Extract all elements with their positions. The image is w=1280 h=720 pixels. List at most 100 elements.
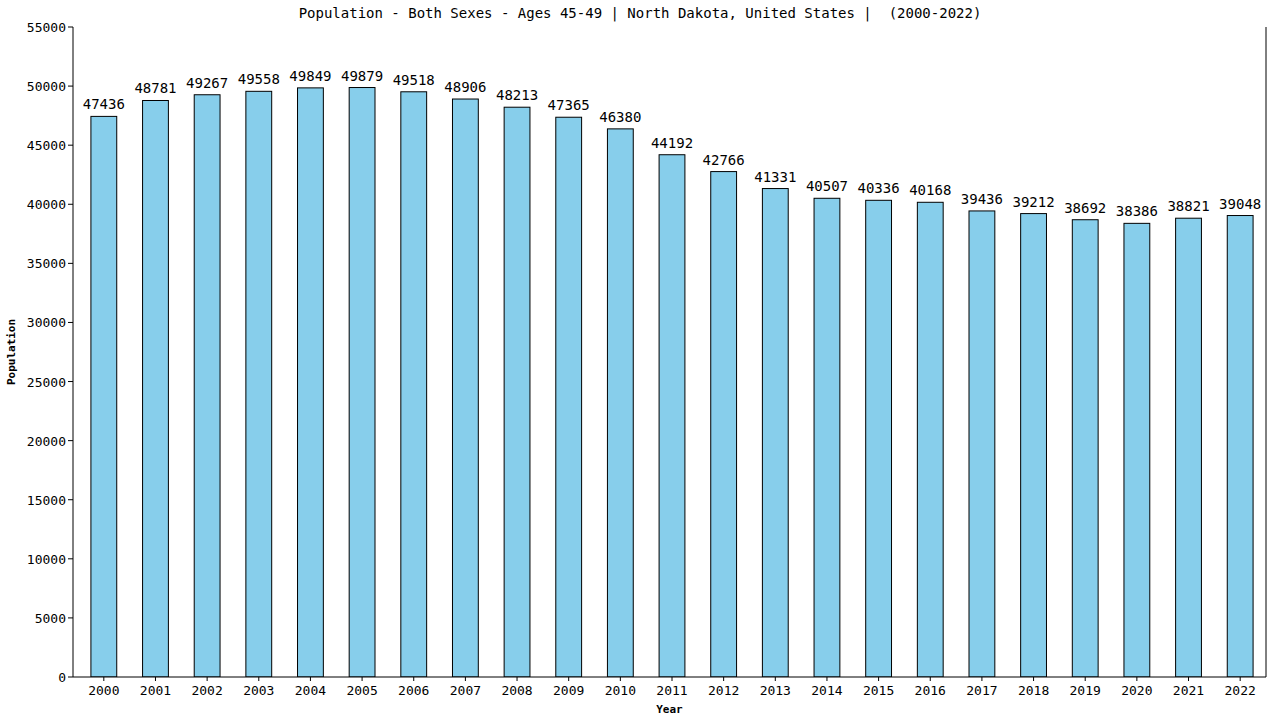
bar xyxy=(194,95,220,677)
x-tick-label: 2016 xyxy=(915,683,946,698)
x-tick-label: 2007 xyxy=(450,683,481,698)
data-label: 49267 xyxy=(186,75,228,91)
bar xyxy=(866,200,892,677)
x-tick-label: 2003 xyxy=(243,683,274,698)
bar xyxy=(917,202,943,677)
x-tick xyxy=(207,677,208,681)
x-tick xyxy=(878,677,879,681)
x-tick-label: 2002 xyxy=(191,683,222,698)
x-tick xyxy=(930,677,931,681)
x-tick xyxy=(826,677,827,681)
y-tick xyxy=(68,86,73,87)
bars xyxy=(91,88,1253,677)
y-tick-label: 30000 xyxy=(27,315,66,330)
x-tick xyxy=(258,677,259,681)
y-tick-label: 10000 xyxy=(27,552,66,567)
x-tick xyxy=(568,677,569,681)
bar xyxy=(607,129,633,677)
y-tick xyxy=(68,499,73,500)
bar xyxy=(1176,218,1202,677)
y-tick-label: 20000 xyxy=(27,434,66,449)
x-tick xyxy=(981,677,982,681)
bar xyxy=(814,198,840,677)
y-tick xyxy=(68,204,73,205)
chart: Population - Both Sexes - Ages 45-49 | N… xyxy=(0,0,1280,720)
bar xyxy=(1227,216,1253,677)
data-label: 41331 xyxy=(754,169,796,185)
y-tick-label: 35000 xyxy=(27,256,66,271)
bar xyxy=(1072,220,1098,677)
bar xyxy=(504,107,530,677)
x-tick-label: 2019 xyxy=(1070,683,1101,698)
y-tick xyxy=(68,263,73,264)
x-tick xyxy=(103,677,104,681)
x-tick-label: 2020 xyxy=(1121,683,1152,698)
y-tick xyxy=(68,617,73,618)
x-tick-label: 2015 xyxy=(863,683,894,698)
x-tick-label: 2018 xyxy=(1018,683,1049,698)
y-tick-label: 5000 xyxy=(35,611,66,626)
bar xyxy=(246,91,272,677)
data-label: 47436 xyxy=(83,96,125,112)
x-tick-label: 2000 xyxy=(88,683,119,698)
y-tick-label: 25000 xyxy=(27,375,66,390)
x-tick xyxy=(1240,677,1241,681)
x-tick-label: 2006 xyxy=(398,683,429,698)
bar xyxy=(659,155,685,677)
bar xyxy=(762,189,788,677)
bar xyxy=(711,172,737,677)
y-tick xyxy=(68,558,73,559)
y-tick xyxy=(68,27,73,28)
x-tick-label: 2001 xyxy=(140,683,171,698)
x-tick xyxy=(1136,677,1137,681)
x-tick-label: 2005 xyxy=(346,683,377,698)
y-tick-label: 40000 xyxy=(27,197,66,212)
data-label: 40336 xyxy=(858,180,900,196)
bar xyxy=(349,88,375,677)
x-tick-label: 2014 xyxy=(811,683,842,698)
x-tick xyxy=(775,677,776,681)
data-label: 39048 xyxy=(1219,196,1261,212)
data-label: 39212 xyxy=(1012,194,1054,210)
y-tick xyxy=(68,145,73,146)
x-tick-label: 2017 xyxy=(966,683,997,698)
data-label: 38821 xyxy=(1167,198,1209,214)
data-label: 44192 xyxy=(651,135,693,151)
bar xyxy=(1124,223,1150,677)
x-tick xyxy=(465,677,466,681)
y-tick xyxy=(68,381,73,382)
x-tick xyxy=(672,677,673,681)
x-tick-label: 2009 xyxy=(553,683,584,698)
x-tick-label: 2004 xyxy=(295,683,326,698)
plot-border xyxy=(1266,27,1267,677)
y-axis xyxy=(73,27,74,677)
data-label: 49558 xyxy=(238,71,280,87)
x-tick xyxy=(310,677,311,681)
x-tick-label: 2013 xyxy=(760,683,791,698)
bar xyxy=(452,99,478,677)
data-label: 38692 xyxy=(1064,200,1106,216)
x-tick xyxy=(517,677,518,681)
bar xyxy=(143,100,169,677)
y-tick xyxy=(68,322,73,323)
x-tick xyxy=(362,677,363,681)
title: Population - Both Sexes - Ages 45-49 | N… xyxy=(299,5,982,22)
bar xyxy=(1021,214,1047,677)
bar xyxy=(298,88,324,677)
data-label: 49518 xyxy=(393,72,435,88)
x-tick-label: 2010 xyxy=(605,683,636,698)
data-label: 49849 xyxy=(289,68,331,84)
x-tick xyxy=(413,677,414,681)
data-label: 39436 xyxy=(961,191,1003,207)
bar xyxy=(91,116,117,677)
data-label: 48906 xyxy=(444,79,486,95)
data-label: 47365 xyxy=(548,97,590,113)
y-tick-label: 0 xyxy=(58,670,66,685)
x-tick-label: 2008 xyxy=(501,683,532,698)
x-tick xyxy=(723,677,724,681)
data-label: 40507 xyxy=(806,178,848,194)
bar xyxy=(556,117,582,677)
x-tick xyxy=(1188,677,1189,681)
data-label: 48213 xyxy=(496,87,538,103)
x-tick xyxy=(1033,677,1034,681)
